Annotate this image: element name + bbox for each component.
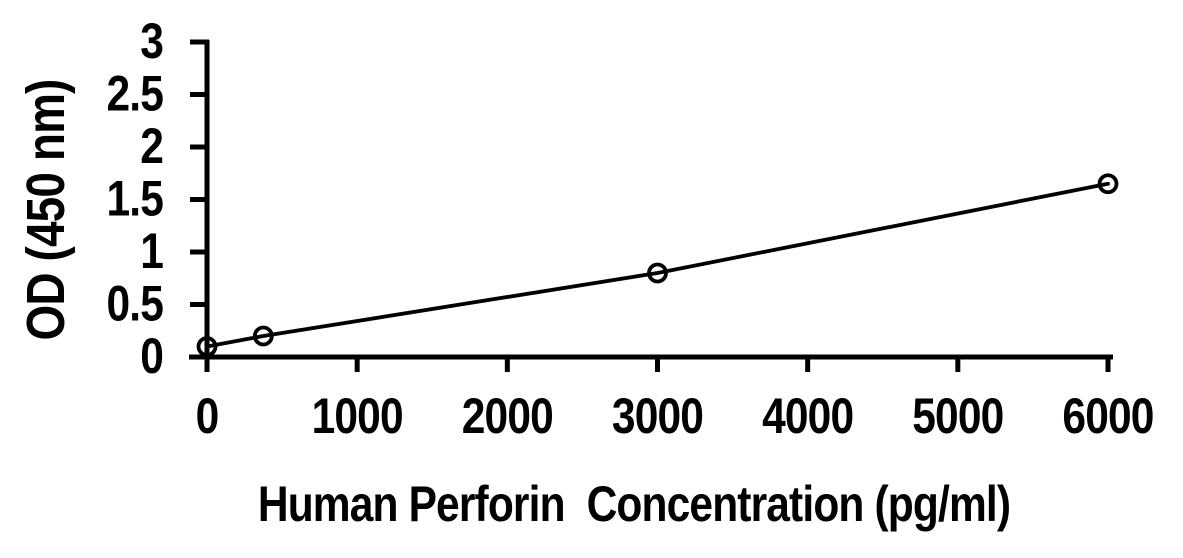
y-tick-label: 1.5 (106, 170, 163, 226)
y-tick-label: 3 (140, 13, 163, 69)
y-tick-label: 0 (140, 328, 163, 384)
series-line (205, 181, 1110, 349)
y-tick-label: 1 (140, 223, 163, 279)
x-tick-label: 5000 (912, 388, 1003, 444)
axis-title-x: Human Perforin Concentration (pg/ml) (258, 476, 1010, 532)
y-tick-label: 0.5 (106, 275, 163, 331)
y-tick-label: 2.5 (106, 65, 163, 121)
y-tick-label: 2 (140, 118, 163, 174)
x-tick-label: 6000 (1062, 388, 1153, 444)
data-point-marker (252, 325, 274, 347)
x-tick-label: 4000 (762, 388, 853, 444)
x-tick-label: 3000 (612, 388, 703, 444)
data-point-marker (1097, 173, 1119, 195)
x-tick-label: 2000 (462, 388, 553, 444)
data-point-marker (647, 262, 668, 284)
x-tick-label: 0 (196, 388, 219, 444)
axis-title-y: OD (450 nm) (16, 80, 76, 341)
data-point-marker (196, 336, 218, 357)
series-layer (196, 173, 1119, 357)
x-tick-label: 1000 (312, 388, 403, 444)
